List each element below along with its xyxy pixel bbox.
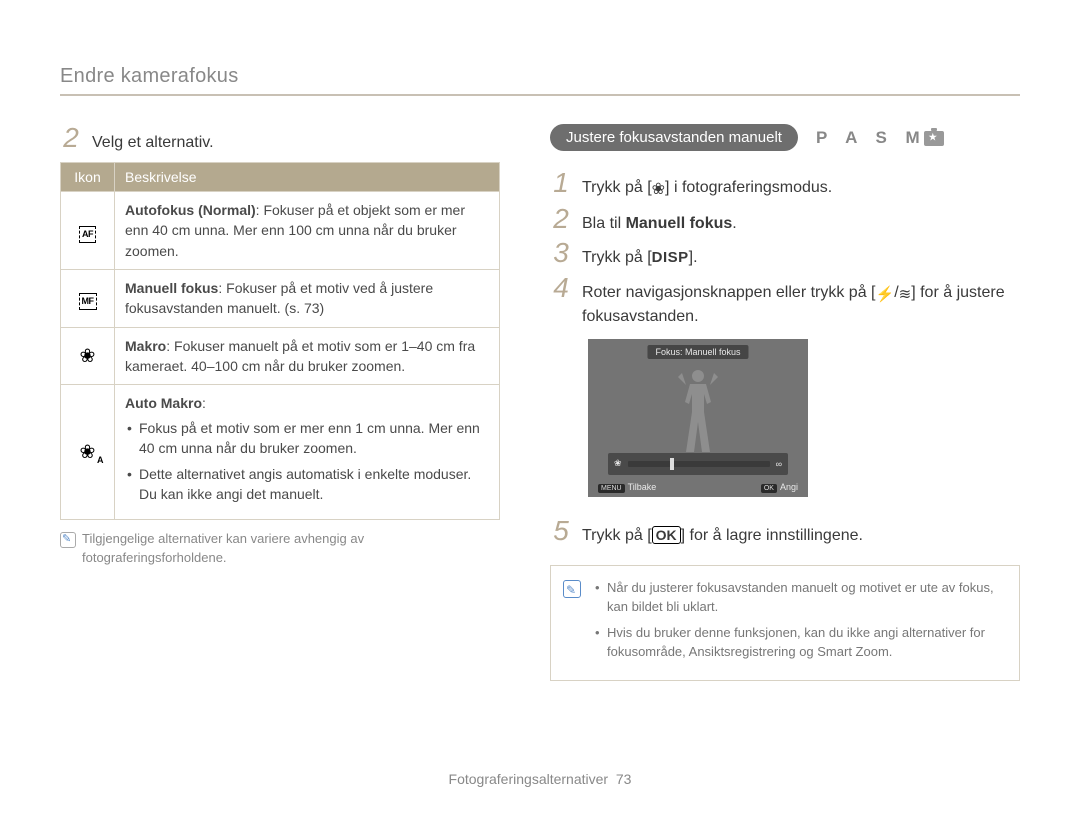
step-text: Trykk på [❀] i fotograferingsmodus.	[582, 172, 832, 201]
flash-icon: ⚡	[876, 284, 895, 306]
macro-icon: ❀	[61, 327, 115, 385]
macro-desc: Makro: Fokuser manuelt på et motiv som e…	[115, 327, 500, 385]
lcd-mode-label: Fokus: Manuell fokus	[647, 345, 748, 359]
step-number: 4	[550, 274, 572, 302]
step-text: Velg et alternativ.	[92, 127, 214, 154]
note-icon	[60, 532, 76, 548]
section-pill: Justere fokusavstanden manuelt	[550, 124, 798, 151]
silhouette-icon	[673, 367, 723, 457]
step-number: 5	[550, 517, 572, 545]
step-number: 1	[550, 169, 572, 197]
focus-slider: ❀ ∞	[608, 453, 788, 475]
table-row: ❀ Auto Makro: Fokus på et motiv som er m…	[61, 385, 500, 519]
af-icon: AF	[61, 192, 115, 270]
af-desc: Autofokus (Normal): Fokuser på et objekt…	[115, 192, 500, 270]
table-row: ❀ Makro: Fokuser manuelt på et motiv som…	[61, 327, 500, 385]
infinity-end-icon: ∞	[776, 459, 782, 469]
left-step-2: 2 Velg et alternativ.	[60, 124, 500, 154]
page-title: Endre kamerafokus	[60, 65, 1020, 88]
step-number: 2	[550, 205, 572, 233]
macro-end-icon: ❀	[614, 458, 622, 469]
two-column-layout: 2 Velg et alternativ. Ikon Beskrivelse A…	[60, 124, 1020, 681]
right-step-3: 3 Trykk på [DISP].	[550, 239, 1020, 269]
note-icon	[563, 580, 581, 598]
title-rule	[60, 94, 1020, 96]
right-column: Justere fokusavstanden manuelt P A S M 1…	[550, 124, 1020, 681]
right-step-4: 4 Roter navigasjonsknappen eller trykk p…	[550, 274, 1020, 329]
magic-mode-icon	[924, 131, 944, 146]
mf-desc: Manuell fokus: Fokuser på et motiv ved å…	[115, 270, 500, 328]
list-item: Dette alternativet angis automatisk i en…	[127, 464, 489, 505]
lcd-footer: MENUTilbake OKAngi	[598, 482, 798, 493]
slider-track	[628, 461, 770, 467]
ok-button-icon: OK	[652, 526, 681, 544]
auto-macro-desc: Auto Makro: Fokus på et motiv som er mer…	[115, 385, 500, 519]
step-number: 3	[550, 239, 572, 267]
menu-button-icon: MENU	[598, 484, 625, 493]
right-step-2: 2 Bla til Manuell fokus.	[550, 205, 1020, 235]
step-text: Roter navigasjonsknappen eller trykk på …	[582, 277, 1020, 329]
table-row: AF Autofokus (Normal): Fokuser på et obj…	[61, 192, 500, 270]
timer-icon: ≋	[899, 284, 912, 306]
section-header: Justere fokusavstanden manuelt P A S M	[550, 124, 1020, 151]
mode-indicators: P A S M	[816, 128, 944, 148]
ok-button-icon: OK	[761, 484, 777, 493]
mf-icon: MF	[61, 270, 115, 328]
flower-icon: ❀	[652, 178, 665, 201]
page-footer: Fotograferingsalternativer 73	[0, 771, 1080, 787]
step-number: 2	[60, 124, 82, 152]
list-item: Når du justerer fokusavstanden manuelt o…	[595, 578, 1005, 617]
table-row: MF Manuell fokus: Fokuser på et motiv ve…	[61, 270, 500, 328]
auto-macro-icon: ❀	[61, 385, 115, 519]
list-item: Fokus på et motiv som er mer enn 1 cm un…	[127, 418, 489, 459]
footnote: Tilgjengelige alternativer kan variere a…	[60, 530, 500, 568]
step-text: Trykk på [DISP].	[582, 242, 698, 269]
lcd-preview: Fokus: Manuell fokus ❀ ∞ MENUTilbake OKA…	[588, 339, 808, 497]
th-desc: Beskrivelse	[115, 163, 500, 192]
options-table: Ikon Beskrivelse AF Autofokus (Normal): …	[60, 162, 500, 520]
step-text: Trykk på [OK] for å lagre innstillingene…	[582, 520, 863, 547]
list-item: Hvis du bruker denne funksjonen, kan du …	[595, 623, 1005, 662]
disp-button-icon: DISP	[652, 249, 689, 266]
step-text: Bla til Manuell fokus.	[582, 208, 737, 235]
th-icon: Ikon	[61, 163, 115, 192]
left-column: 2 Velg et alternativ. Ikon Beskrivelse A…	[60, 124, 500, 681]
right-step-5: 5 Trykk på [OK] for å lagre innstillinge…	[550, 517, 1020, 547]
right-step-1: 1 Trykk på [❀] i fotograferingsmodus.	[550, 169, 1020, 201]
info-note: Når du justerer fokusavstanden manuelt o…	[550, 565, 1020, 681]
